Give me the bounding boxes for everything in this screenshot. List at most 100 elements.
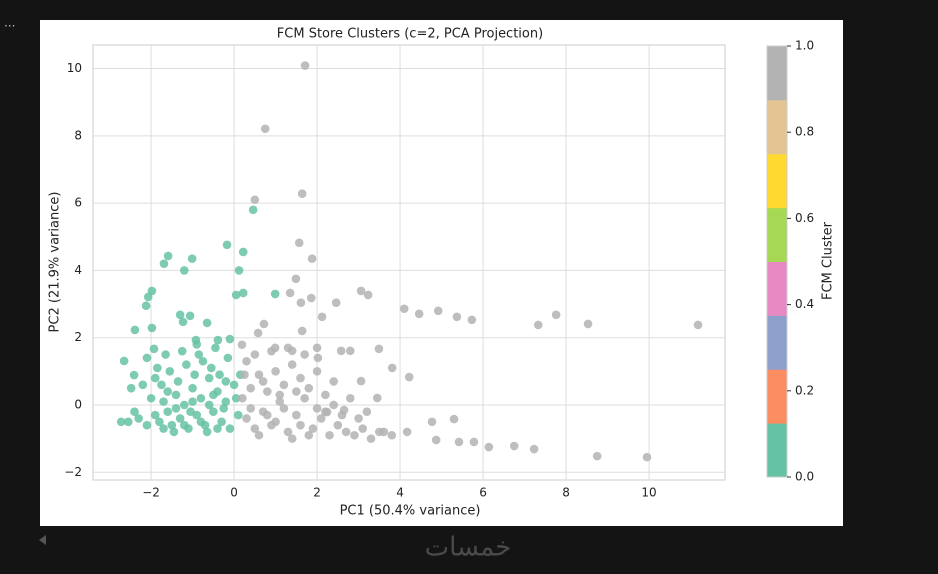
point [142,420,152,430]
watermark: خمسات [425,533,512,563]
point [399,304,409,314]
point [321,390,330,400]
point [325,430,334,440]
point [175,414,185,423]
point [297,326,307,336]
point [234,266,244,275]
point [146,393,156,403]
point [240,370,249,379]
x-tick-label: 4 [396,486,404,500]
point [283,427,293,437]
point [294,238,304,248]
point [123,417,133,427]
point [262,387,272,396]
point [312,367,322,376]
point [192,340,202,349]
x-tick-label: 6 [479,486,487,500]
point [167,420,177,430]
point [237,340,247,350]
point [222,240,232,250]
point [150,410,160,420]
point [304,430,314,440]
point [223,353,233,363]
point [267,346,276,356]
point [300,61,310,70]
point [345,346,355,356]
point [175,310,185,320]
point [153,363,162,373]
point [356,286,366,296]
point [246,404,255,413]
point [116,417,126,427]
point [253,328,263,338]
point [433,306,443,316]
y-tick-label: 6 [74,196,82,210]
point [297,189,307,199]
colorbar-tick-label: 0.0 [795,470,814,484]
point [202,427,212,437]
point [321,407,330,417]
point [231,290,241,300]
point [155,417,164,427]
point [171,404,181,413]
point [169,427,179,437]
colorbar-segment [767,46,787,101]
point [177,346,187,356]
menu-dots[interactable]: ... [4,16,15,30]
point [254,370,264,379]
point [196,417,206,427]
point [179,420,189,430]
point [316,414,326,423]
point [134,414,143,423]
point [179,400,189,410]
point [372,393,382,403]
point [259,319,269,329]
point [202,318,212,328]
point [238,247,248,257]
point [271,367,280,376]
scroll-arrow[interactable] [39,535,46,545]
colorbar-segment [767,315,787,370]
point [250,350,260,359]
point [583,319,593,329]
point [150,373,160,383]
point [283,343,293,353]
colorbar-tick-label: 0.6 [795,211,814,225]
point [296,298,306,308]
x-axis-label: PC1 (50.4% variance) [340,504,481,519]
x-tick-label: 2 [313,486,321,500]
colorbar-tick-label: 0.8 [795,125,814,139]
point [209,390,218,400]
point [317,312,327,322]
point [221,377,231,386]
point [292,387,301,396]
point [161,350,170,359]
point [248,205,258,215]
y-tick-label: 2 [74,330,82,344]
point [233,410,243,420]
point [592,451,602,461]
point [337,410,347,420]
point [129,370,139,380]
colorbar-frame [766,45,788,478]
point [270,289,280,299]
colorbar-segment [767,369,787,424]
point [642,452,652,462]
point [225,424,235,433]
point [238,288,248,298]
point [163,387,172,396]
point [312,404,322,413]
point [159,259,169,268]
y-tick-label: 0 [74,397,82,411]
point [312,343,322,353]
point [225,334,235,344]
point [387,430,397,440]
point [693,320,703,330]
point [258,377,268,386]
point [126,383,136,393]
point [387,363,397,373]
point [296,373,305,383]
point [246,383,255,393]
